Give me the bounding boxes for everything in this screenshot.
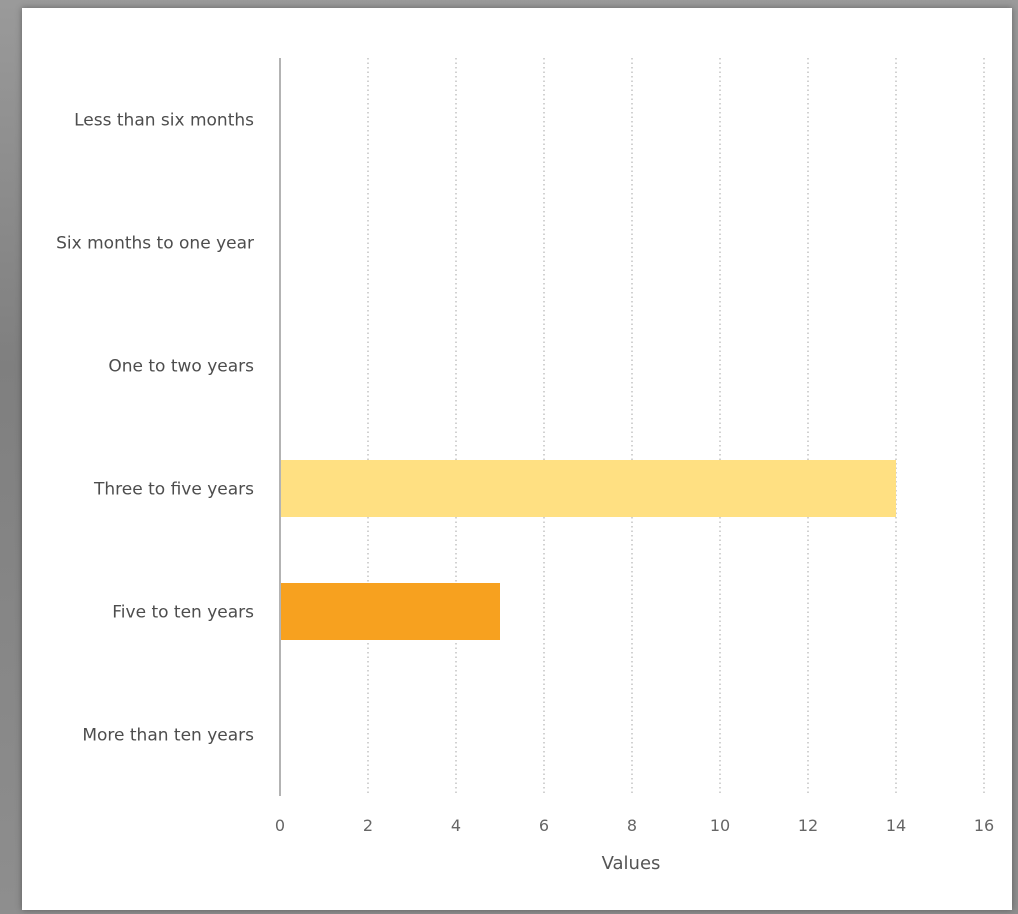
category-label: Three to five years <box>93 480 254 500</box>
category-label: One to two years <box>108 357 254 377</box>
grid-lines <box>367 58 985 796</box>
x-tick-label: 4 <box>451 816 461 835</box>
x-tick-label: 0 <box>275 816 285 835</box>
category-label: More than ten years <box>82 726 254 746</box>
x-tick-label: 6 <box>539 816 549 835</box>
chart-panel <box>22 8 1012 910</box>
x-tick-label: 16 <box>974 816 994 835</box>
bars <box>281 460 896 640</box>
category-label: Six months to one year <box>56 234 254 254</box>
bar <box>281 583 500 640</box>
x-axis-title: Values <box>602 853 661 874</box>
bar <box>281 460 896 517</box>
category-labels: Less than six months Six months to one ye… <box>56 111 254 746</box>
x-tick-label: 12 <box>798 816 818 835</box>
x-tick-label: 8 <box>627 816 637 835</box>
x-tick-labels: 0 2 4 6 8 10 12 14 16 <box>275 816 994 835</box>
x-tick-label: 2 <box>363 816 373 835</box>
category-label: Less than six months <box>74 111 254 131</box>
x-tick-label: 14 <box>886 816 906 835</box>
x-tick-label: 10 <box>710 816 730 835</box>
category-label: Five to ten years <box>112 603 254 623</box>
